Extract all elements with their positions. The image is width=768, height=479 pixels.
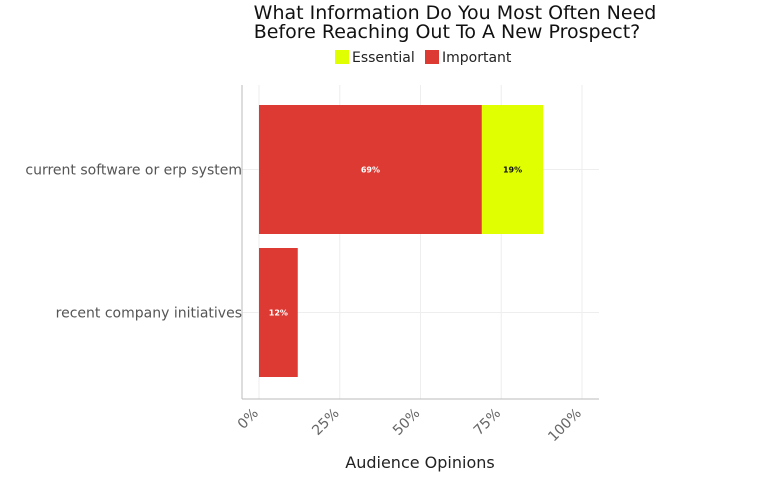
bar-label-important-0: 69% xyxy=(361,166,380,175)
bar-label-essential-0: 19% xyxy=(503,166,522,175)
x-tick-label-1: 25% xyxy=(309,406,342,439)
legend: Essential Important xyxy=(335,50,512,66)
x-tick-label-0: 0% xyxy=(235,406,262,433)
bar-label-important-1: 12% xyxy=(269,309,288,318)
legend-swatch-important xyxy=(425,50,439,64)
x-tick-label-4: 100% xyxy=(545,406,585,446)
bar-important-0 xyxy=(259,105,482,234)
chart-title-line-1: What Information Do You Most Often Need xyxy=(254,2,657,24)
legend-label-important: Important xyxy=(442,50,512,66)
bars: 69% 19% 12% xyxy=(259,105,544,377)
bar-essential-0 xyxy=(481,105,544,234)
x-axis-title: Audience Opinions xyxy=(345,453,494,472)
chart-title-line-2: Before Reaching Out To A New Prospect? xyxy=(254,21,641,43)
x-tick-label-2: 50% xyxy=(390,406,423,439)
chart-title: What Information Do You Most Often Need … xyxy=(254,2,657,43)
category-label-1: recent company initiatives xyxy=(56,306,242,322)
x-tick-labels: 0% 25% 50% 75% 100% xyxy=(235,406,585,446)
x-tick-label-3: 75% xyxy=(471,406,504,439)
bar-important-1 xyxy=(259,248,298,377)
category-labels: current software or erp system recent com… xyxy=(25,163,242,322)
legend-swatch-essential xyxy=(335,50,349,64)
legend-label-essential: Essential xyxy=(352,50,415,66)
axes xyxy=(241,85,599,400)
category-label-0: current software or erp system xyxy=(25,163,242,179)
